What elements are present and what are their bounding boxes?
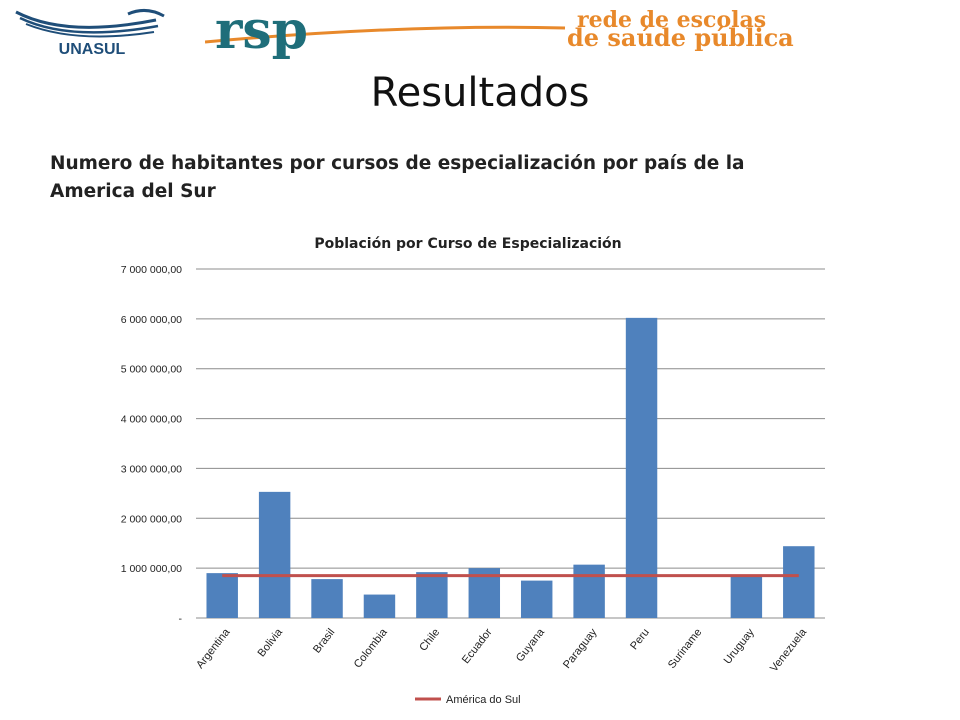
x-tick-label: Suriname	[666, 626, 704, 670]
slide-subtitle: Numero de habitantes por cursos de espec…	[50, 153, 745, 202]
slide-title: Resultados	[370, 70, 590, 116]
svg-text:de saúde pública: de saúde pública	[567, 23, 794, 52]
y-tick-label: 3 000 000,00	[121, 463, 182, 475]
y-tick-label: -	[179, 613, 183, 625]
x-tick-label: Uruguay	[722, 626, 757, 667]
bar	[783, 546, 815, 618]
x-tick-label: Chile	[417, 626, 442, 653]
svg-text:rede de escolas: rede de escolas	[577, 7, 766, 33]
bar	[625, 317, 658, 618]
y-tick-label: 7 000 000,00	[121, 264, 182, 276]
x-tick-label: Peru	[628, 626, 652, 652]
x-tick-label: Guyana	[514, 626, 548, 664]
grid-layer	[196, 268, 825, 619]
legend: América do Sul	[415, 694, 521, 706]
unasul-logo: UNASUL	[15, 9, 165, 58]
x-tick-label: Bolivia	[256, 626, 286, 660]
x-tick-label: Brasil	[311, 626, 337, 655]
y-tick-label: 6 000 000,00	[121, 314, 182, 326]
y-tick-label: 1 000 000,00	[121, 563, 182, 575]
svg-text:rsp: rsp	[215, 2, 308, 60]
bar	[258, 491, 291, 618]
bar	[730, 576, 763, 618]
y-tick-label: 4 000 000,00	[121, 414, 182, 426]
x-tick-label: Paraguay	[561, 626, 600, 671]
x-axis-ticks: Argentina Bolivia Brasil Colombia Chile Ecuad…	[194, 626, 810, 675]
bar-layer	[206, 317, 815, 618]
x-tick-label: Colombia	[352, 626, 391, 671]
rsp-logo: rsp rede de escolas de saúde pública	[205, 2, 794, 60]
population-chart: Población por Curso de Especialización -…	[121, 236, 825, 706]
bar	[363, 594, 396, 618]
chart-title: Población por Curso de Especialización	[314, 236, 621, 252]
bar	[311, 579, 343, 618]
bar	[206, 573, 238, 618]
svg-text:UNASUL: UNASUL	[59, 41, 126, 58]
y-axis-ticks: - 1 000 000,00 2 000 000,00 3 000 000,00 4 0…	[121, 264, 183, 625]
header: UNASUL rsp rede de escolas de saúde públ…	[0, 0, 960, 62]
y-tick-label: 2 000 000,00	[121, 513, 182, 525]
x-tick-label: Ecuador	[460, 626, 495, 666]
bar	[416, 572, 448, 618]
y-tick-label: 5 000 000,00	[121, 364, 182, 376]
x-tick-label: Venezuela	[768, 626, 810, 675]
bar	[520, 580, 553, 618]
legend-label: América do Sul	[446, 694, 521, 706]
bar	[573, 564, 605, 618]
x-tick-label: Argentina	[194, 626, 233, 671]
